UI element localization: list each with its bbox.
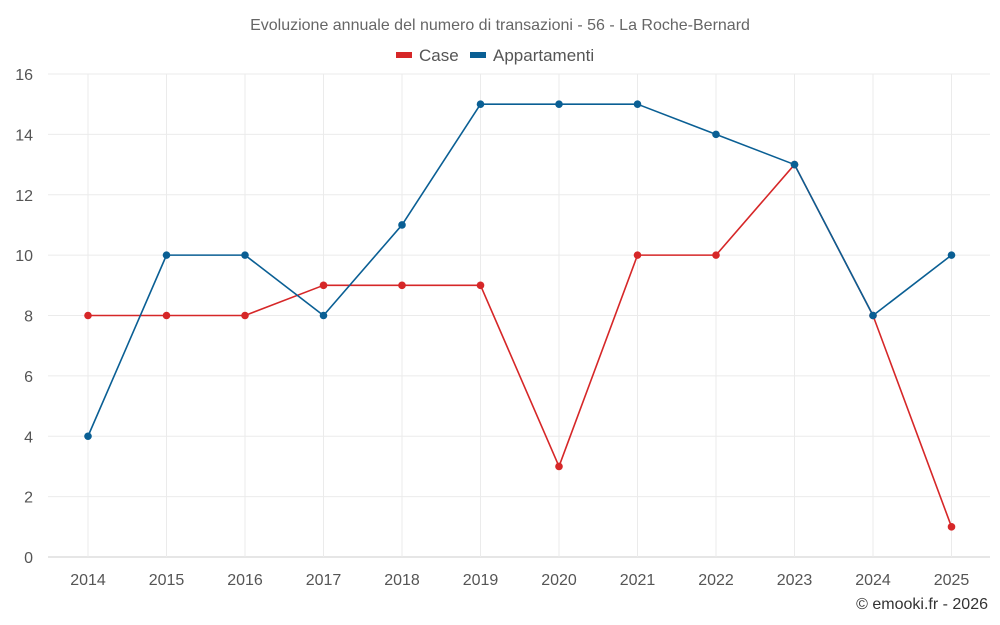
data-point-appartamenti[interactable] <box>790 160 799 169</box>
x-tick-label: 2018 <box>384 572 420 589</box>
data-point-appartamenti[interactable] <box>241 251 249 259</box>
y-tick-label: 10 <box>15 248 33 265</box>
legend-swatch-case <box>396 52 412 58</box>
y-tick-label: 14 <box>15 127 33 144</box>
legend-item-case[interactable]: Case <box>396 46 459 65</box>
legend-label-appartamenti: Appartamenti <box>493 46 594 65</box>
data-point-case[interactable] <box>633 251 642 259</box>
data-point-case[interactable] <box>555 462 563 471</box>
y-tick-label: 16 <box>15 67 33 84</box>
legend-label-case: Case <box>419 46 459 65</box>
data-point-appartamenti[interactable] <box>319 311 328 320</box>
x-tick-label: 2014 <box>70 572 106 589</box>
x-tick-label: 2023 <box>777 572 813 589</box>
x-tick-label: 2019 <box>463 572 499 589</box>
credit-text: © emooki.fr - 2026 <box>856 596 988 613</box>
data-point-case[interactable] <box>84 311 92 320</box>
y-tick-label: 12 <box>15 188 33 205</box>
data-point-case[interactable] <box>398 281 406 290</box>
legend-swatch-appartamenti <box>470 52 486 58</box>
y-tick-label: 8 <box>24 309 33 326</box>
x-tick-label: 2025 <box>934 572 970 589</box>
legend-item-appartamenti[interactable]: Appartamenti <box>470 46 594 65</box>
data-point-case[interactable] <box>162 311 171 320</box>
data-point-appartamenti[interactable] <box>476 100 485 108</box>
y-tick-label: 0 <box>24 550 33 567</box>
x-tick-label: 2024 <box>855 572 891 589</box>
x-tick-label: 2022 <box>698 572 734 589</box>
data-point-appartamenti[interactable] <box>869 311 877 320</box>
y-axis-ticks: 0 2 4 6 8 10 12 14 16 <box>15 67 33 567</box>
data-point-case[interactable] <box>476 281 485 290</box>
data-point-case[interactable] <box>712 251 720 259</box>
y-tick-label: 4 <box>24 429 33 446</box>
data-point-case[interactable] <box>241 311 249 320</box>
data-point-appartamenti[interactable] <box>398 221 406 229</box>
x-tick-label: 2020 <box>541 572 577 589</box>
data-point-appartamenti[interactable] <box>555 100 563 108</box>
data-point-case[interactable] <box>947 523 956 531</box>
data-point-appartamenti[interactable] <box>84 432 92 441</box>
series <box>84 100 956 531</box>
y-tick-label: 6 <box>24 369 33 386</box>
data-point-appartamenti[interactable] <box>947 251 956 259</box>
series-case <box>84 160 956 531</box>
data-point-case[interactable] <box>319 281 328 290</box>
x-tick-label: 2021 <box>620 572 656 589</box>
data-point-appartamenti[interactable] <box>162 251 171 259</box>
data-point-appartamenti[interactable] <box>712 130 720 139</box>
series-line-appartamenti <box>87 103 952 437</box>
chart-title: Evoluzione annuale del numero di transaz… <box>250 17 750 34</box>
x-tick-label: 2017 <box>306 572 342 589</box>
x-axis-ticks: 2014 2015 2016 2017 2018 2019 2020 2021 2022 2023… <box>70 572 969 589</box>
series-appartamenti <box>84 100 956 441</box>
x-tick-label: 2016 <box>227 572 263 589</box>
y-tick-label: 2 <box>24 490 33 507</box>
data-point-appartamenti[interactable] <box>633 100 642 108</box>
x-tick-label: 2015 <box>149 572 185 589</box>
legend: Case Appartamenti <box>396 46 594 65</box>
